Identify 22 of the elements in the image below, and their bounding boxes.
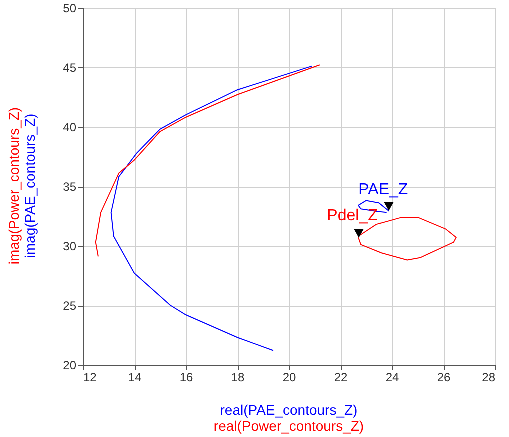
x-tick-label: 16 bbox=[180, 370, 194, 384]
y-tick-label: 25 bbox=[63, 299, 77, 313]
line-series bbox=[95, 64, 320, 258]
series-label: Pdel_Z bbox=[327, 208, 378, 225]
x-tick-label: 12 bbox=[84, 370, 98, 384]
x-tick-label: 22 bbox=[334, 370, 348, 384]
line-series bbox=[110, 66, 313, 352]
x-tick-label: 26 bbox=[437, 370, 451, 384]
x-tick-label: 24 bbox=[386, 370, 400, 384]
y-tick-label: 30 bbox=[63, 240, 77, 254]
x-tick-label: 14 bbox=[128, 370, 142, 384]
x-tick-label: 18 bbox=[231, 370, 245, 384]
x-axis-title: real(PAE_contours_Z) real(Power_contours_Z) bbox=[214, 402, 364, 434]
y-tick-label: 50 bbox=[63, 2, 77, 16]
y-tick-label: 45 bbox=[63, 61, 77, 75]
y-tick-label: 35 bbox=[63, 180, 77, 194]
y-axis-title: imag(Power_contours_Z) imag(PAE_contours_Z) bbox=[6, 107, 38, 265]
y-tick-label: 20 bbox=[63, 358, 77, 372]
series-label: PAE_Z bbox=[358, 181, 408, 198]
x-tick-label: 28 bbox=[482, 370, 496, 384]
x-tick-label: 20 bbox=[282, 370, 296, 384]
y-tick-label: 40 bbox=[63, 120, 77, 134]
